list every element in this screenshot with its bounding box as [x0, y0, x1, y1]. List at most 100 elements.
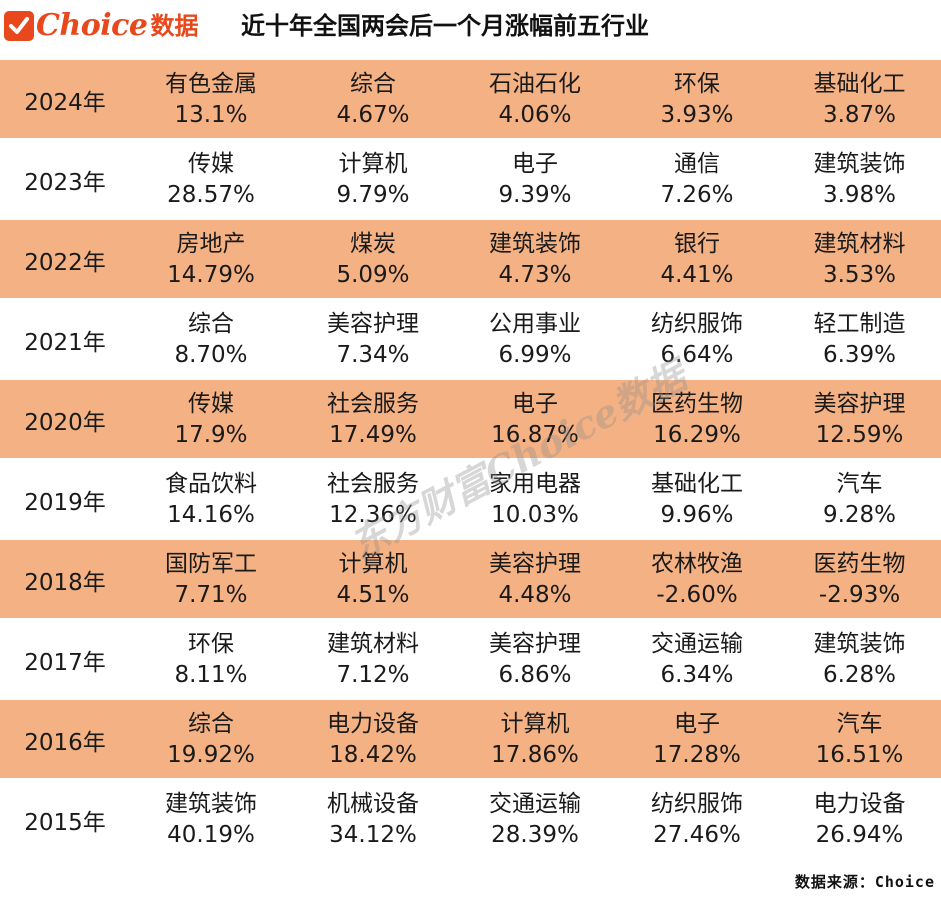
row-cells: 建筑装饰 40.19% 机械设备 34.12% 交通运输 28.39% 纺织服饰 27.46%…	[130, 780, 941, 860]
industry-cell: 石油石化 4.06%	[454, 60, 616, 140]
industry-name: 公用事业	[489, 311, 581, 337]
industry-cell: 农林牧渔 -2.60%	[616, 540, 778, 620]
industry-name: 美容护理	[327, 311, 419, 337]
industry-name: 美容护理	[489, 551, 581, 577]
industry-change: 6.39%	[822, 342, 897, 368]
industry-change: 3.53%	[822, 262, 897, 288]
table-row: 2018年 国防军工 7.71% 计算机 4.51% 美容护理 4.48% 农林牧渔 -2.60…	[0, 540, 941, 620]
year-label: 2018年	[24, 570, 106, 596]
industry-change: 10.03%	[491, 502, 579, 528]
industry-name: 综合	[188, 311, 234, 337]
industry-change: 6.64%	[660, 342, 734, 368]
industry-change: 13.1%	[174, 102, 248, 128]
industry-cell: 电力设备 26.94%	[778, 780, 941, 860]
industry-change: -2.93%	[818, 582, 901, 608]
industry-name: 房地产	[176, 231, 246, 257]
industry-name: 机械设备	[327, 791, 419, 817]
industry-change: 7.12%	[336, 662, 410, 688]
industry-change: 12.59%	[815, 422, 904, 448]
industry-cell: 银行 4.41%	[616, 220, 778, 300]
industry-name: 纺织服饰	[651, 311, 743, 337]
table-row: 2024年 有色金属 13.1% 综合 4.67% 石油石化 4.06% 环保 3.93% 基础化…	[0, 60, 941, 140]
industry-name: 美容护理	[813, 391, 906, 417]
industry-cell: 房地产 14.79%	[130, 220, 292, 300]
table-row: 2015年 建筑装饰 40.19% 机械设备 34.12% 交通运输 28.39% 纺织服饰 2…	[0, 780, 941, 860]
row-cells: 综合 8.70% 美容护理 7.34% 公用事业 6.99% 纺织服饰 6.64% 轻工制造 6.…	[130, 300, 941, 380]
industry-name: 国防军工	[165, 551, 257, 577]
industry-change: 16.51%	[815, 742, 904, 768]
industry-change: 27.46%	[653, 822, 741, 848]
industry-name: 综合	[350, 71, 396, 97]
industry-change: 6.28%	[822, 662, 897, 688]
industry-cell: 计算机 4.51%	[292, 540, 454, 620]
table-row: 2021年 综合 8.70% 美容护理 7.34% 公用事业 6.99% 纺织服饰 6.64% 轻…	[0, 300, 941, 380]
industry-name: 电力设备	[327, 711, 419, 737]
industry-name: 电子	[512, 391, 558, 417]
industry-cell: 医药生物 16.29%	[616, 380, 778, 460]
industry-cell: 有色金属 13.1%	[130, 60, 292, 140]
industry-name: 建筑材料	[327, 631, 419, 657]
industry-name: 电子	[512, 151, 558, 177]
industry-name: 建筑装饰	[489, 231, 581, 257]
industry-name: 环保	[674, 71, 720, 97]
row-divider	[0, 458, 941, 460]
industry-cell: 美容护理 4.48%	[454, 540, 616, 620]
year-label: 2024年	[24, 90, 106, 116]
industry-name: 轻工制造	[813, 311, 906, 337]
industry-cell: 电子 9.39%	[454, 140, 616, 220]
industry-cell: 环保 8.11%	[130, 620, 292, 700]
row-cells: 房地产 14.79% 煤炭 5.09% 建筑装饰 4.73% 银行 4.41% 建筑材料 3.53…	[130, 220, 941, 300]
table-row: 2020年 传媒 17.9% 社会服务 17.49% 电子 16.87% 医药生物 16.29%…	[0, 380, 941, 460]
row-divider	[0, 778, 941, 780]
industry-name: 基础化工	[813, 71, 906, 97]
industry-cell: 基础化工 9.96%	[616, 460, 778, 540]
industry-name: 电子	[674, 711, 720, 737]
year-label: 2019年	[24, 490, 106, 516]
table-row: 2019年 食品饮料 14.16% 社会服务 12.36% 家用电器 10.03% 基础化工 9…	[0, 460, 941, 540]
industry-cell: 建筑装饰 6.28%	[778, 620, 941, 700]
table-row: 2023年 传媒 28.57% 计算机 9.79% 电子 9.39% 通信 7.26% 建筑装饰 3…	[0, 140, 941, 220]
industry-cell: 通信 7.26%	[616, 140, 778, 220]
industry-table: 2024年 有色金属 13.1% 综合 4.67% 石油石化 4.06% 环保 3.93% 基础化…	[0, 60, 941, 860]
industry-name: 建筑装饰	[165, 791, 257, 817]
table-row: 2017年 环保 8.11% 建筑材料 7.12% 美容护理 6.86% 交通运输 6.34% 建…	[0, 620, 941, 700]
industry-cell: 电子 17.28%	[616, 700, 778, 780]
year-label: 2022年	[24, 250, 106, 276]
industry-name: 电力设备	[813, 791, 906, 817]
industry-cell: 综合 4.67%	[292, 60, 454, 140]
table-row: 2022年 房地产 14.79% 煤炭 5.09% 建筑装饰 4.73% 银行 4.41% 建筑材…	[0, 220, 941, 300]
industry-change: 7.71%	[174, 582, 248, 608]
industry-change: 26.94%	[815, 822, 904, 848]
row-cells: 传媒 28.57% 计算机 9.79% 电子 9.39% 通信 7.26% 建筑装饰 3.98%	[130, 140, 941, 220]
industry-change: 6.99%	[498, 342, 572, 368]
industry-cell: 传媒 17.9%	[130, 380, 292, 460]
year-label: 2021年	[24, 330, 106, 356]
industry-cell: 社会服务 17.49%	[292, 380, 454, 460]
industry-change: 9.96%	[660, 502, 734, 528]
industry-change: 19.92%	[167, 742, 255, 768]
industry-change: 8.11%	[174, 662, 248, 688]
industry-name: 汽车	[836, 471, 883, 497]
industry-name: 基础化工	[651, 471, 743, 497]
industry-change: 9.79%	[336, 182, 410, 208]
page-title: 近十年全国两会后一个月涨幅前五行业	[241, 12, 649, 40]
industry-cell: 机械设备 34.12%	[292, 780, 454, 860]
row-divider	[0, 618, 941, 620]
industry-cell: 汽车 9.28%	[778, 460, 941, 540]
industry-cell: 公用事业 6.99%	[454, 300, 616, 380]
industry-change: 9.28%	[822, 502, 897, 528]
industry-cell: 纺织服饰 27.46%	[616, 780, 778, 860]
industry-change: 17.9%	[174, 422, 248, 448]
industry-change: 4.73%	[498, 262, 572, 288]
industry-cell: 食品饮料 14.16%	[130, 460, 292, 540]
industry-cell: 电子 16.87%	[454, 380, 616, 460]
industry-name: 交通运输	[489, 791, 581, 817]
row-cells: 传媒 17.9% 社会服务 17.49% 电子 16.87% 医药生物 16.29% 美容护理 1…	[130, 380, 941, 460]
industry-change: 17.49%	[329, 422, 417, 448]
industry-change: 7.26%	[660, 182, 734, 208]
industry-name: 社会服务	[327, 391, 419, 417]
industry-change: 6.34%	[660, 662, 734, 688]
industry-name: 食品饮料	[165, 471, 257, 497]
year-label: 2016年	[24, 730, 106, 756]
industry-name: 家用电器	[489, 471, 581, 497]
